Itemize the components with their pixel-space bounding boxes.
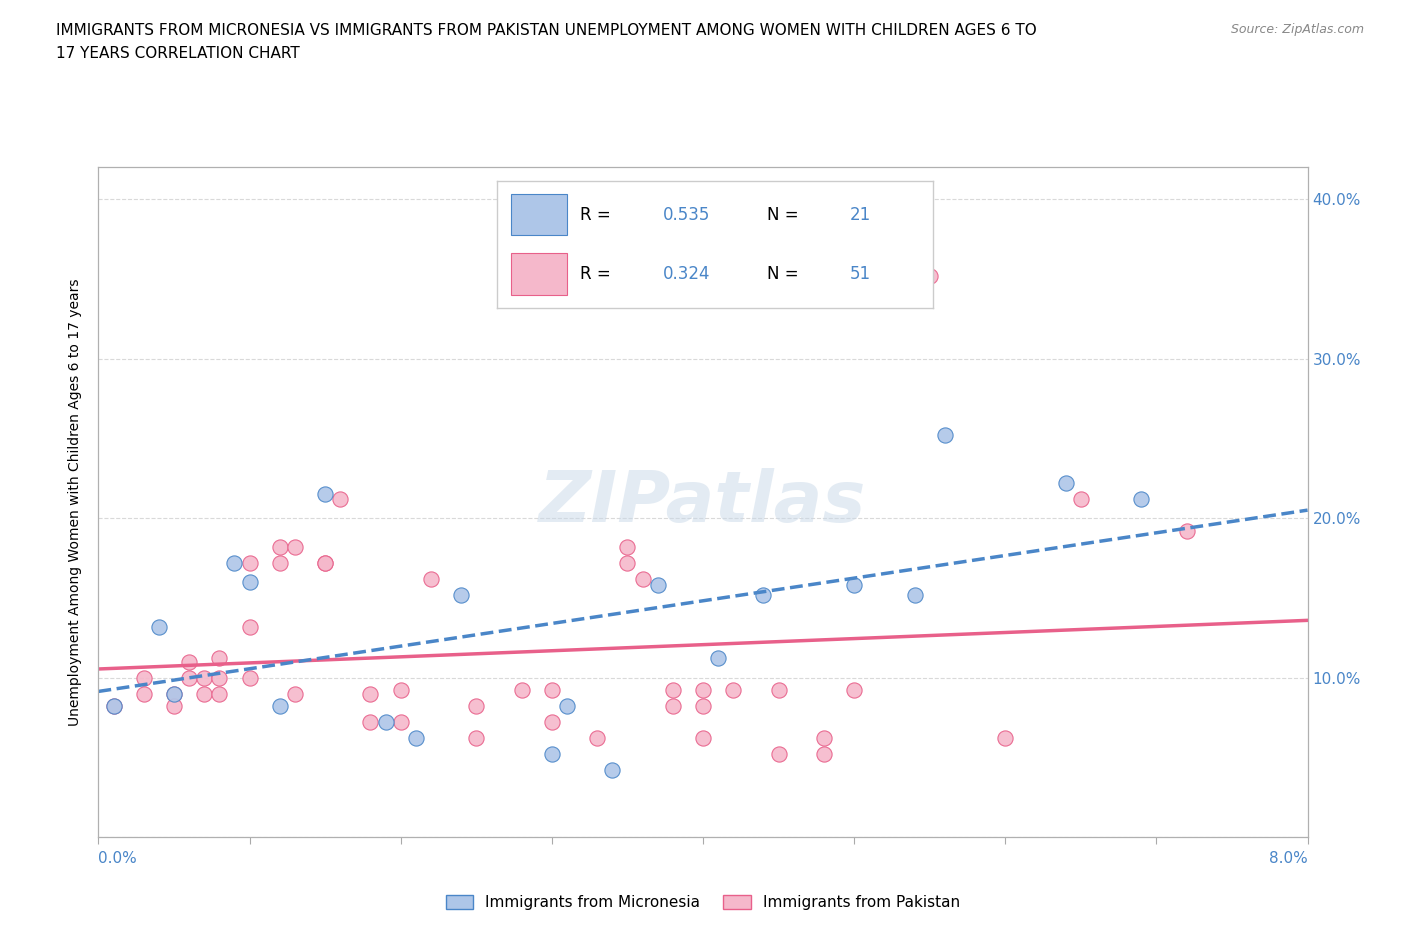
Point [602, 763, 624, 777]
Point [541, 747, 564, 762]
Point [450, 587, 472, 602]
Point [647, 578, 669, 592]
Point [132, 671, 155, 685]
Point [314, 555, 336, 570]
Point [1070, 492, 1092, 507]
Point [314, 555, 336, 570]
Point [103, 698, 125, 713]
Point [179, 671, 201, 685]
Point [934, 428, 956, 443]
Point [510, 683, 533, 698]
Text: 0.0%: 0.0% [98, 851, 138, 866]
Point [918, 269, 941, 284]
Point [904, 587, 927, 602]
Point [555, 698, 578, 713]
Point [208, 686, 231, 701]
Text: 8.0%: 8.0% [1268, 851, 1308, 866]
Point [692, 683, 714, 698]
Point [389, 683, 412, 698]
Point [224, 555, 246, 570]
Point [662, 698, 685, 713]
Point [1175, 524, 1198, 538]
Point [269, 555, 291, 570]
Point [314, 486, 336, 501]
Text: IMMIGRANTS FROM MICRONESIA VS IMMIGRANTS FROM PAKISTAN UNEMPLOYMENT AMONG WOMEN : IMMIGRANTS FROM MICRONESIA VS IMMIGRANTS… [56, 23, 1038, 38]
Point [269, 698, 291, 713]
Point [193, 671, 215, 685]
Point [631, 571, 654, 586]
Point [269, 539, 291, 554]
Point [193, 686, 215, 701]
Point [360, 686, 382, 701]
Point [208, 651, 231, 666]
Point [284, 686, 307, 701]
Point [374, 715, 396, 730]
Point [465, 731, 488, 746]
Point [707, 651, 730, 666]
Point [994, 731, 1017, 746]
Text: ZIPatlas: ZIPatlas [540, 468, 866, 537]
Point [662, 683, 685, 698]
Point [360, 715, 382, 730]
Point [844, 578, 866, 592]
Point [179, 654, 201, 669]
Point [1054, 475, 1077, 490]
Point [239, 575, 262, 590]
Point [692, 698, 714, 713]
Text: Source: ZipAtlas.com: Source: ZipAtlas.com [1230, 23, 1364, 36]
Point [132, 686, 155, 701]
Point [239, 671, 262, 685]
Point [844, 683, 866, 698]
Point [813, 747, 835, 762]
Point [768, 747, 790, 762]
Point [239, 555, 262, 570]
Y-axis label: Unemployment Among Women with Children Ages 6 to 17 years: Unemployment Among Women with Children A… [69, 278, 83, 726]
Point [616, 539, 638, 554]
Point [813, 731, 835, 746]
Legend: Immigrants from Micronesia, Immigrants from Pakistan: Immigrants from Micronesia, Immigrants f… [440, 889, 966, 916]
Point [616, 555, 638, 570]
Point [541, 715, 564, 730]
Point [752, 587, 775, 602]
Point [1130, 492, 1153, 507]
Point [163, 698, 186, 713]
Point [465, 698, 488, 713]
Point [208, 671, 231, 685]
Point [329, 492, 352, 507]
Point [586, 731, 609, 746]
Point [163, 686, 186, 701]
Point [148, 619, 170, 634]
Point [389, 715, 412, 730]
Point [692, 731, 714, 746]
Point [239, 619, 262, 634]
Point [420, 571, 443, 586]
Point [163, 686, 186, 701]
Point [768, 683, 790, 698]
Point [541, 683, 564, 698]
Point [284, 539, 307, 554]
Point [405, 731, 427, 746]
Text: 17 YEARS CORRELATION CHART: 17 YEARS CORRELATION CHART [56, 46, 299, 60]
Point [103, 698, 125, 713]
Point [723, 683, 745, 698]
